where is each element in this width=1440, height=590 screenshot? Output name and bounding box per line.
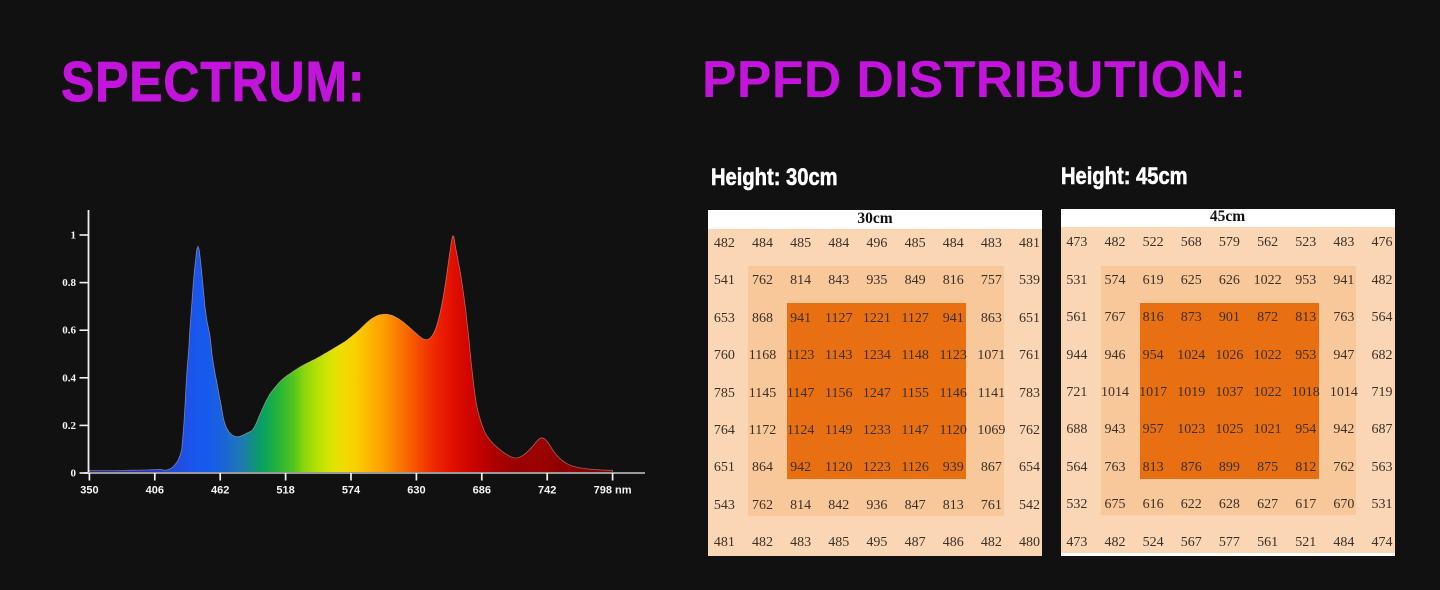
svg-text:0: 0 — [71, 468, 77, 480]
svg-text:0.6: 0.6 — [62, 325, 76, 337]
svg-text:406: 406 — [146, 485, 164, 497]
svg-text:798 nm: 798 nm — [594, 485, 632, 497]
svg-text:686: 686 — [473, 485, 491, 497]
svg-text:742: 742 — [538, 485, 556, 497]
svg-text:0.8: 0.8 — [62, 277, 76, 289]
svg-text:350: 350 — [80, 485, 98, 497]
svg-text:518: 518 — [276, 485, 294, 497]
svg-text:462: 462 — [211, 485, 229, 497]
svg-text:1: 1 — [71, 230, 77, 242]
svg-text:0.2: 0.2 — [62, 420, 76, 432]
svg-text:0.4: 0.4 — [62, 372, 76, 384]
svg-text:630: 630 — [407, 485, 425, 497]
svg-text:574: 574 — [342, 485, 361, 497]
